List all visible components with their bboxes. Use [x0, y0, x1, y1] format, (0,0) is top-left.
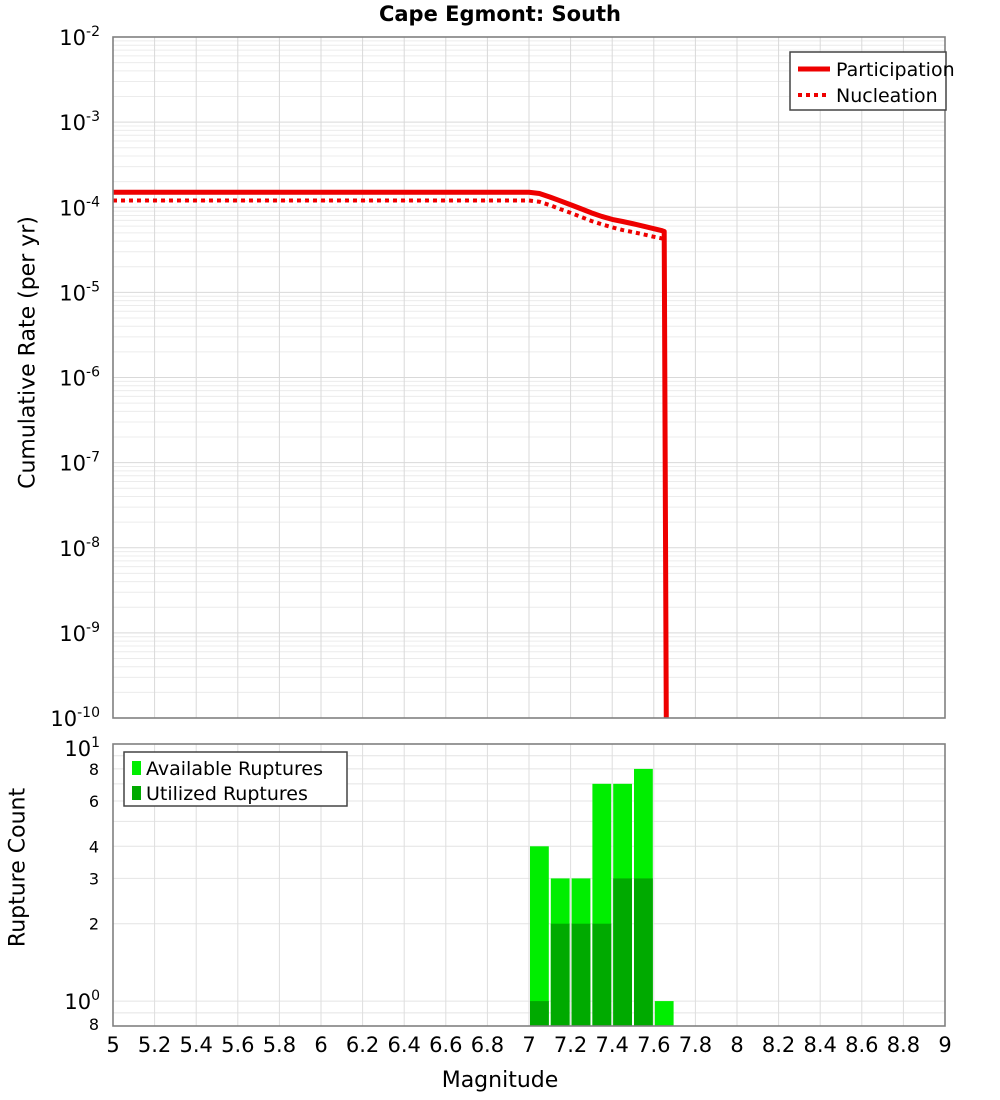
top-y-tick-label: 10-6	[59, 365, 100, 391]
x-tick-label: 6.8	[471, 1033, 504, 1057]
x-tick-label: 9	[938, 1033, 951, 1057]
legend-label-utilized-ruptures: Utilized Ruptures	[146, 783, 308, 805]
top-y-tick-label: 10-9	[59, 620, 100, 646]
legend-swatch-available	[132, 761, 141, 775]
bar-utilized	[530, 1001, 549, 1026]
x-tick-label: 7.8	[679, 1033, 712, 1057]
bar-utilized	[550, 923, 570, 1026]
top-y-tick-label: 10-7	[59, 450, 100, 476]
legend-label-available-ruptures: Available Ruptures	[146, 758, 323, 780]
top-y-tick-label: 10-5	[59, 279, 100, 305]
bar-utilized	[592, 923, 612, 1026]
bottom-y-tick-minor: 6	[89, 792, 99, 811]
bottom-y-tick-major: 101	[64, 735, 100, 761]
x-tick-label: 6.4	[387, 1033, 420, 1057]
x-tick-label: 6.2	[346, 1033, 379, 1057]
bottom-y-tick-minor-lower: 8	[89, 1015, 99, 1034]
x-tick-label: 5.4	[179, 1033, 212, 1057]
bar-available	[654, 1001, 674, 1026]
x-tick-label: 8.2	[762, 1033, 795, 1057]
bottom-y-tick-minor: 2	[89, 915, 99, 934]
bottom-panel-frame	[112, 743, 946, 1027]
bottom-y-tick-minor: 4	[89, 837, 99, 856]
bottom-y-tick-minor: 3	[89, 869, 99, 888]
top-panel: 10-2 10-3 10-4 10-5 10-6 10-7 10-8 10-9 10-10 Par…	[50, 24, 954, 731]
top-panel-legend-box	[789, 51, 947, 111]
top-y-tick-label: 10-2	[59, 24, 100, 50]
x-tick-label: 5	[106, 1033, 119, 1057]
x-tick-label: 7	[522, 1033, 535, 1057]
x-axis-label: Magnitude	[441, 1068, 559, 1093]
legend-label-nucleation: Nucleation	[836, 85, 938, 107]
x-tick-label: 7.6	[637, 1033, 670, 1057]
x-tick-label: 8	[730, 1033, 743, 1057]
x-tick-label: 8.8	[887, 1033, 920, 1057]
x-axis-ticks: 5 5.2 5.4 5.6 5.8 6 6.2 6.4 6.6 6.8 7 7.2 7.4 7.6 7.8 8…	[106, 1033, 951, 1057]
bottom-y-tick-major: 100	[64, 988, 100, 1014]
bar-utilized	[634, 878, 653, 1026]
series-line-participation	[113, 189, 669, 719]
bottom-panel-legend-box	[123, 751, 348, 807]
bar-available	[530, 846, 549, 1026]
x-tick-label: 8.4	[803, 1033, 836, 1057]
top-panel-frame	[112, 36, 946, 719]
top-y-tick-label: 10-4	[59, 194, 100, 220]
bottom-panel-y-axis-label: Rupture Count	[5, 787, 31, 948]
legend-swatch-utilized	[132, 786, 141, 800]
x-tick-label: 6.6	[429, 1033, 462, 1057]
series-line-nucleation	[113, 198, 669, 719]
top-y-tick-label: 10-8	[59, 535, 100, 561]
x-tick-label: 5.6	[221, 1033, 254, 1057]
x-tick-label: 7.2	[554, 1033, 587, 1057]
top-y-tick-label: 10-3	[59, 109, 100, 135]
x-tick-label: 5.2	[138, 1033, 171, 1057]
x-tick-label: 8.6	[845, 1033, 878, 1057]
bar-utilized	[571, 923, 591, 1026]
top-y-tick-label: 10-10	[50, 705, 100, 731]
top-panel-y-axis-label: Cumulative Rate (per yr)	[15, 216, 41, 489]
x-tick-label: 5.8	[263, 1033, 296, 1057]
bar-utilized	[613, 878, 632, 1026]
x-tick-label: 6	[314, 1033, 327, 1057]
x-tick-label: 7.4	[595, 1033, 628, 1057]
legend-label-participation: Participation	[836, 59, 955, 81]
bottom-y-tick-minor: 8	[89, 760, 99, 779]
chart-title: Cape Egmont: South	[378, 2, 622, 26]
